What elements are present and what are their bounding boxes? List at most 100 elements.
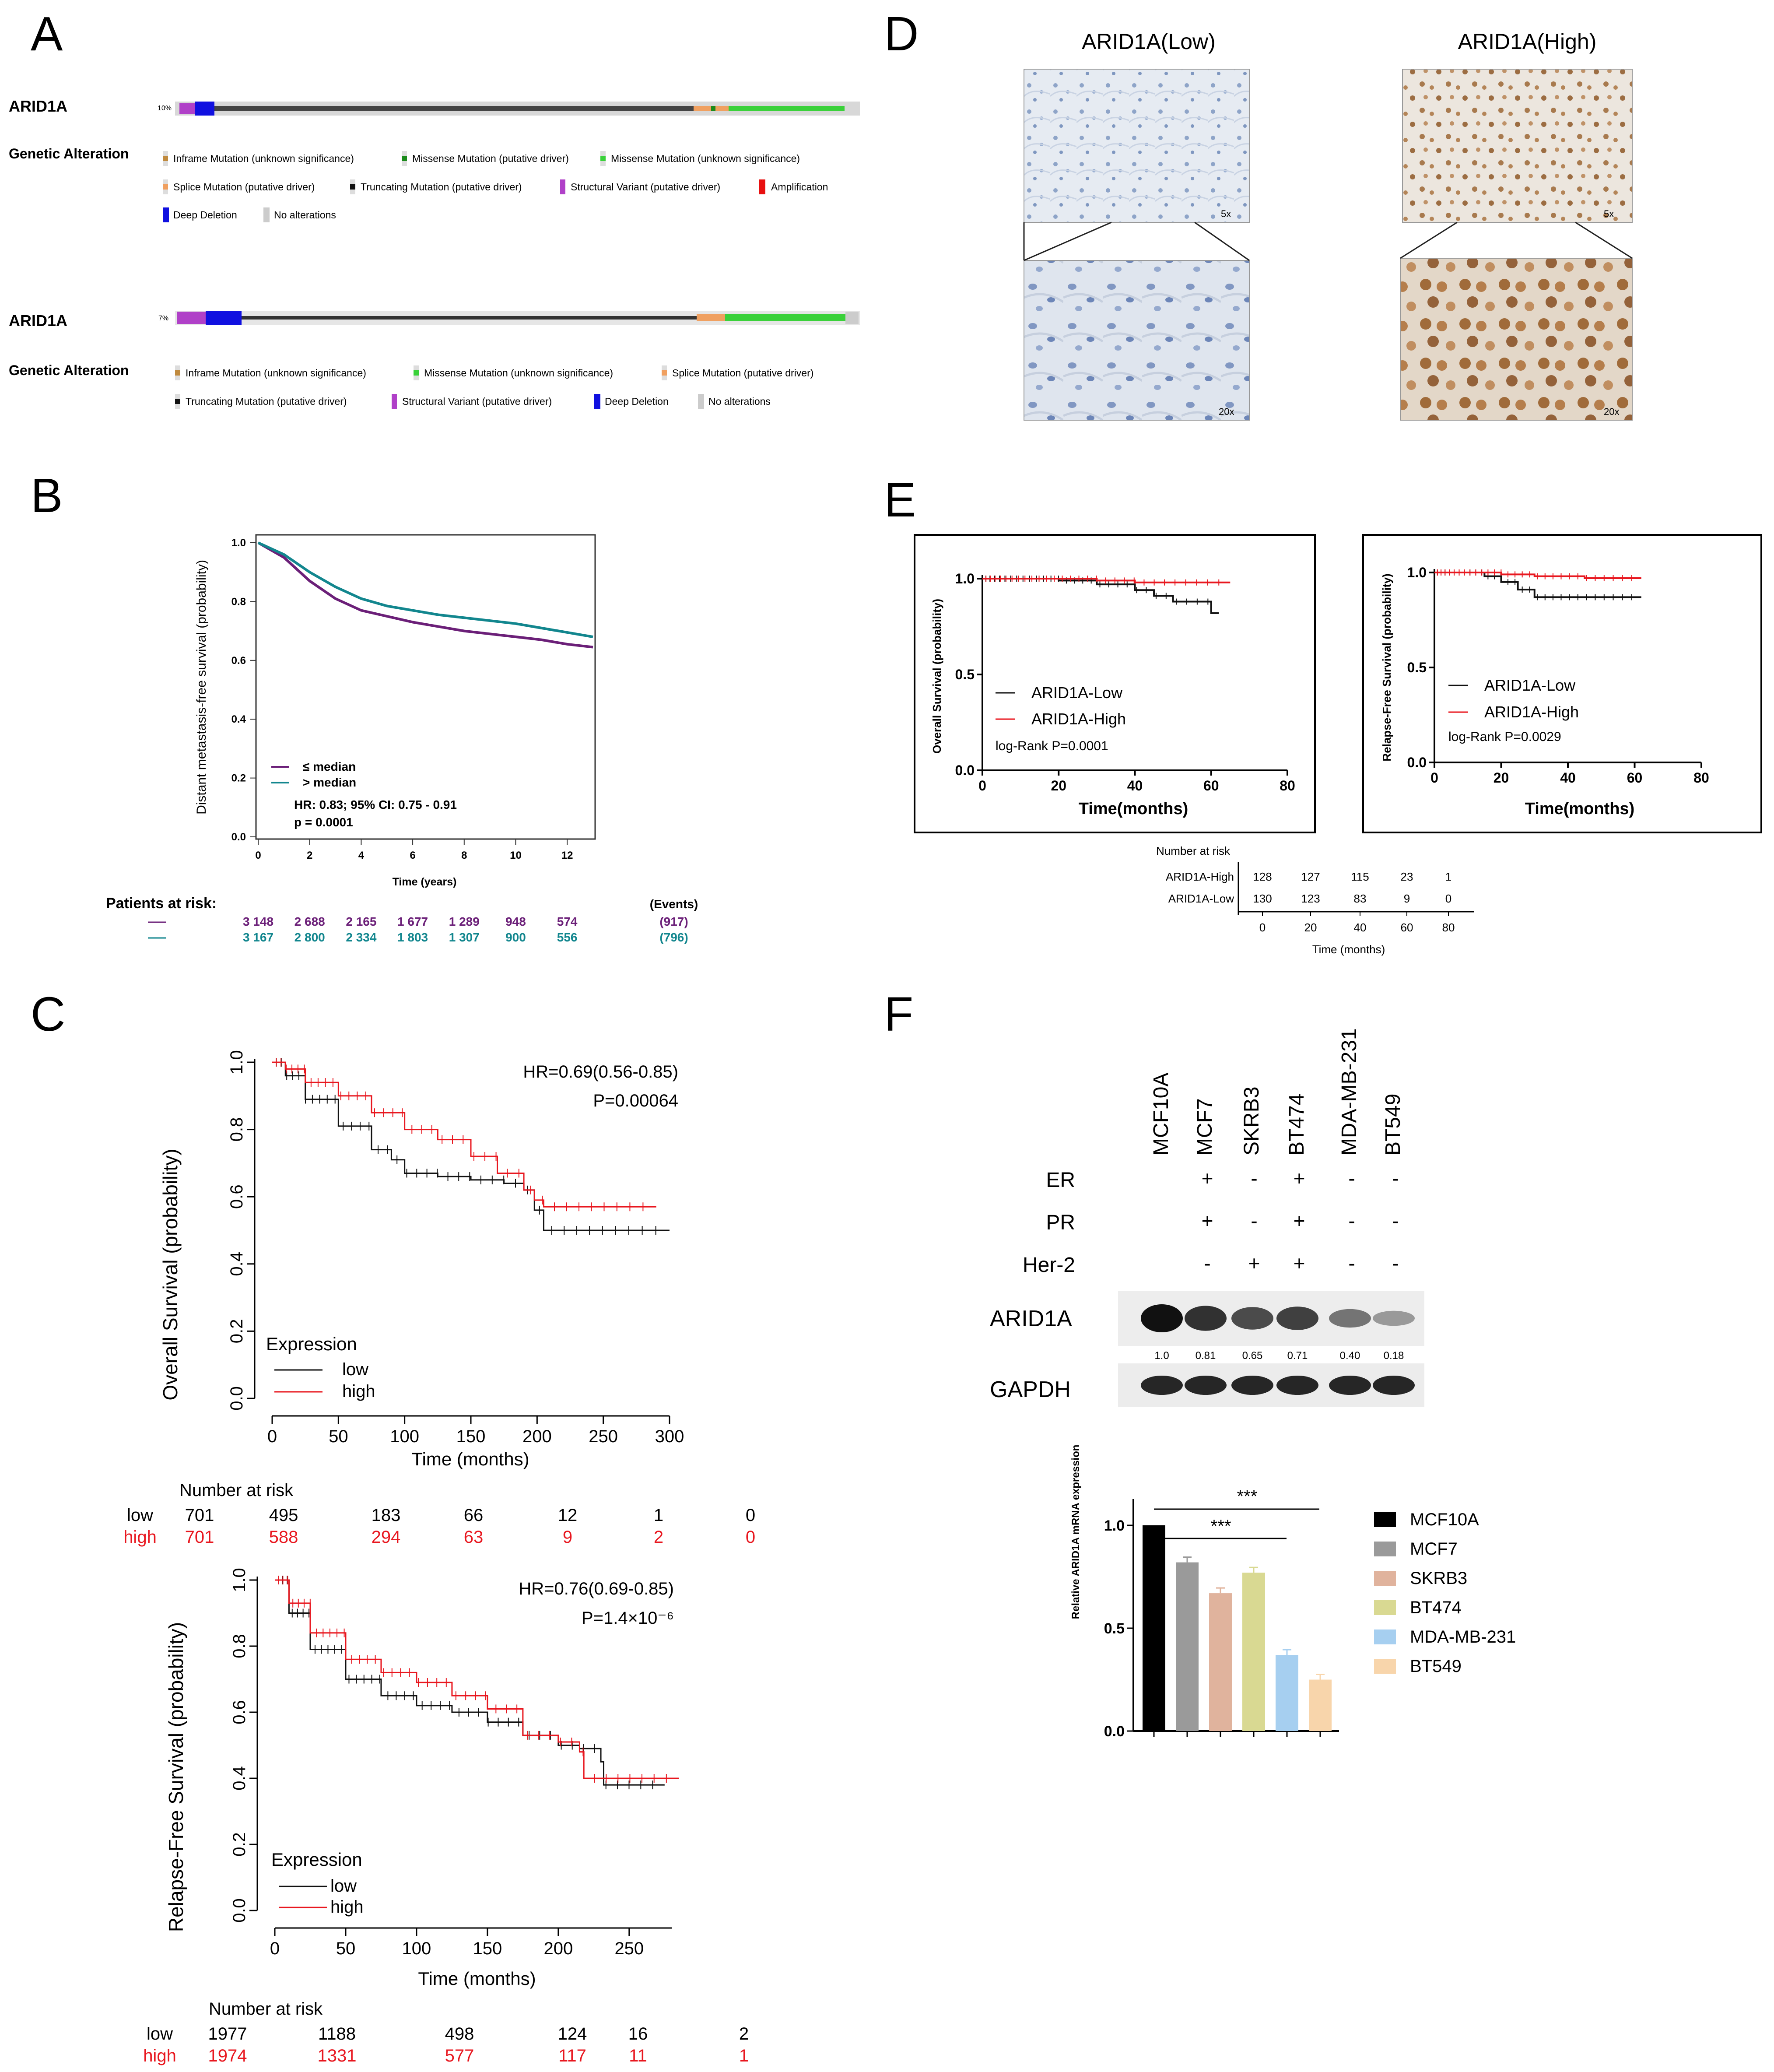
c-rfs-risk-value: 2 [739,2024,749,2044]
f-y-tick-label: 1.0 [1104,1517,1125,1534]
c-os-risk-value: 294 [372,1528,401,1547]
x-tick-label: 60 [1203,778,1219,794]
e-rfs-legend-high: ARID1A-High [1484,703,1579,721]
y-tick-label: 0.0 [955,762,975,778]
f-band-density: 1.0 [1154,1350,1169,1362]
legend1-structural: Structural Variant (putative driver) [571,181,720,193]
f-receptor-label: PR [1046,1211,1075,1234]
b-plot-frame [255,534,596,840]
f-cell-line-label: MDA-MB-231 [1338,1028,1361,1155]
e-rfs-plot: 0 20 40 60 80 0.0 0.5 1.0 [1407,565,1709,786]
b-risk-value: 3 148 [243,915,273,928]
genetic-alteration-heading-1: Genetic Alteration [9,146,129,162]
c-rfs-risk-value: 498 [445,2024,474,2044]
y-tick-label: 1.0 [955,571,975,586]
y-tick-label: 1.0 [227,1050,246,1075]
x-tick-label: 80 [1280,778,1295,794]
b-risk-value: 1 677 [397,915,428,928]
x-tick-label: 200 [543,1939,573,1958]
panel-f: F MCF10A MCF7 SKRB3 BT474 MDA-MB-231 BT549 ER +… [884,987,1516,1740]
f-cell-line-header: MCF10A MCF7 SKRB3 BT474 MDA-MB-231 BT549 ER + - +… [1023,1028,1405,1277]
x-tick-label: 20 [1494,770,1509,786]
b-risk-value: 2 688 [294,915,325,928]
d-title-high: ARID1A(High) [1458,29,1597,54]
b-y-tick-label: 0.6 [231,655,246,667]
legend-track-2: Inframe Mutation (unknown significance) … [175,365,813,409]
f-receptor-label: Her-2 [1023,1254,1075,1277]
f-receptor-status: - [1348,1167,1355,1190]
panel-d: D ARID1A(Low) ARID1A(High) 5x 20x 5x 20x [884,7,1633,421]
f-band-density: 0.65 [1242,1350,1263,1362]
panel-a: A ARID1A 10% Genetic Alteration Inframe … [9,7,860,409]
y-tick-label: 0.0 [227,1386,246,1411]
panel-b: B 0 2 4 6 8 10 12 0.0 0.2 0.4 0.6 0.8 1.0 Distant me… [31,469,698,944]
legend1-deep-deletion: Deep Deletion [173,209,237,221]
e-risk-xlabel: Time (months) [1312,943,1385,956]
f-bar [1176,1562,1199,1731]
panel-e: E 0 20 40 60 800.00.51.0 0 20 40 60 800.00.51.0 … [884,473,1762,956]
b-hr: HR: 0.83; 95% CI: 0.75 - 0.91 [294,798,457,811]
arid1a-band [1276,1306,1318,1330]
f-receptor-status: - [1204,1252,1210,1275]
x-tick-label: 80 [1693,770,1709,786]
d-zoom-line-low-right [1194,221,1250,261]
f-receptor-status: + [1248,1252,1260,1275]
x-tick-label: 20 [1051,778,1066,794]
f-bar-chart: 0.0 0.5 1.0 *** *** [1104,1487,1339,1740]
panel-letter-a: A [31,7,63,61]
d-mag-low-20x: 20x [1219,406,1234,417]
legend1-missense-driver: Missense Mutation (putative driver) [412,153,569,164]
y-tick-label: 0.6 [227,1184,246,1209]
y-tick-label: 0.2 [227,1319,246,1344]
d-title-low: ARID1A(Low) [1082,29,1216,54]
b-risk-value: 2 800 [294,931,325,944]
legend1-amplification: Amplification [771,181,828,193]
e-risk-row-label: ARID1A-High [1166,870,1234,883]
c-rfs-risk-value: 577 [445,2046,474,2065]
f-bar [1276,1655,1298,1731]
gene-label-1: ARID1A [9,97,67,115]
x-tick-label: 50 [336,1939,356,1958]
e-risk-value: 1 [1445,870,1451,883]
arid1a-band [1329,1309,1371,1328]
f-bar [1209,1593,1232,1731]
b-curve [257,541,593,638]
f-y-tick-label: 0.5 [1104,1620,1125,1637]
e-os-plot: 0 20 40 60 80 0.0 0.5 1.0 [955,571,1295,794]
panel-letter-e: E [884,473,916,527]
gapdh-band [1276,1376,1318,1395]
b-risk-value: 1 307 [449,931,480,944]
d-zoom-line-high-right [1575,221,1633,259]
f-legend-swatch [1374,1512,1396,1527]
f-band-density: 0.71 [1287,1350,1308,1362]
y-tick-label: 0.5 [1407,660,1427,675]
f-legend-label: SKRB3 [1410,1569,1467,1588]
y-tick-label: 0.5 [955,667,975,682]
f-receptor-status: - [1392,1209,1399,1232]
c-os-risk-value: 701 [185,1506,214,1525]
c-rfs-risk-title: Number at risk [209,1999,323,2019]
f-bar [1143,1525,1165,1731]
b-legend-high: > median [303,776,356,789]
b-x-tick-label: 0 [255,850,261,861]
e-rfs-p: log-Rank P=0.0029 [1448,730,1561,744]
c-os-risk-title: Number at risk [179,1481,294,1500]
c-os-risk-value: 63 [464,1528,484,1547]
panel-letter-f: F [884,987,913,1041]
b-ylabel: Distant metastasis-free survival (probab… [194,560,209,815]
x-tick-label: 60 [1627,770,1643,786]
e-rfs-xlabel: Time(months) [1525,800,1635,818]
b-events-title: (Events) [650,897,698,911]
c-os-plot: 0 50 100 150 200 250 300 0.0 0.2 0.4 0.6 0.8 1.0 [227,1050,684,1446]
e-rfs-frame [1362,534,1762,833]
e-risk-value: 127 [1301,870,1320,883]
arid1a-band [1141,1304,1183,1332]
x-tick-label: 0 [267,1427,277,1446]
d-mag-low-5x: 5x [1221,208,1231,219]
c-os-risk-value: 12 [558,1506,578,1525]
c-rfs-risk-value: 16 [628,2024,648,2044]
y-tick-label: 1.0 [1407,565,1427,580]
e-risk-tick-label: 60 [1401,921,1413,934]
x-tick-label: 150 [473,1939,502,1958]
